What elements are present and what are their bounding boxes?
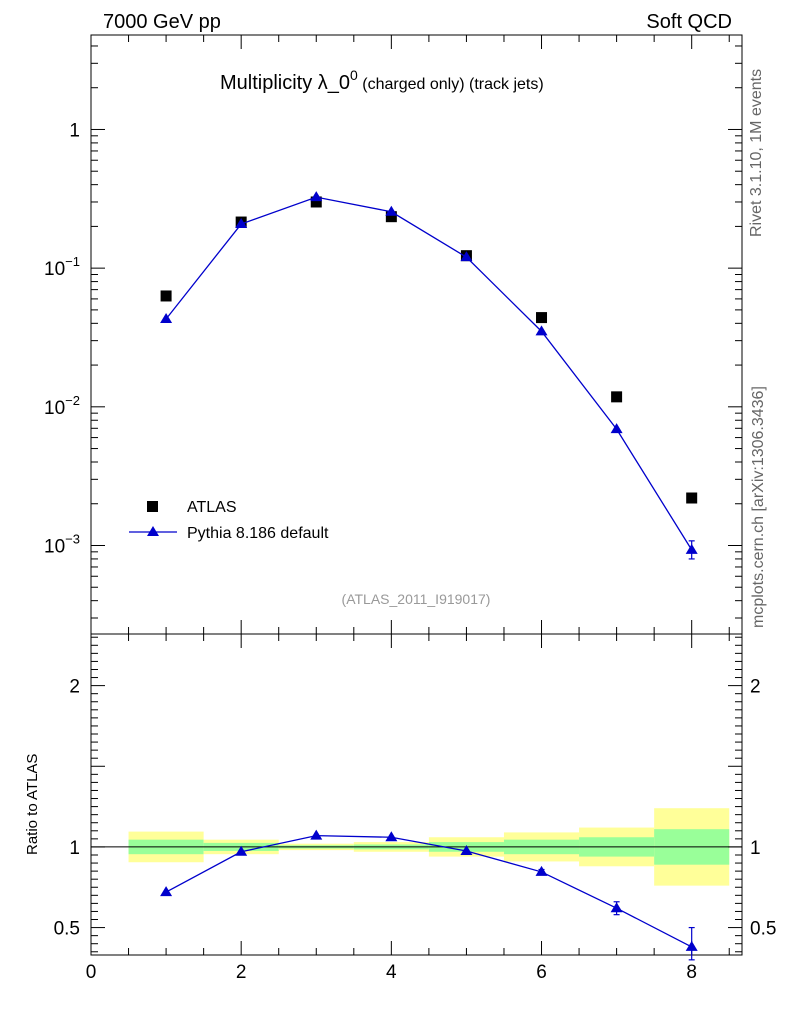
pythia-point-4: [385, 205, 398, 216]
rivet-label: Rivet 3.1.10, 1M events: [748, 69, 765, 237]
ratio-pythia-point-5: [460, 844, 473, 855]
legend: ATLAS Pythia 8.186 default: [129, 499, 329, 542]
header-right: Soft QCD: [646, 11, 732, 33]
main-y-tick-label: 10−2: [44, 393, 80, 419]
plot-title: Multiplicity λ_00 (charged only) (track …: [220, 67, 544, 94]
header-left: 7000 GeV pp: [103, 11, 221, 33]
x-tick-label: 4: [386, 962, 397, 983]
legend-atlas-label: ATLAS: [187, 499, 237, 516]
atlas-point-7: [611, 391, 623, 403]
pythia-point-3: [310, 191, 323, 202]
ratio-y-tick-label-left: 2: [69, 677, 80, 698]
atlas-point-3: [310, 196, 322, 208]
ratio-y-tick-label-right: 0.5: [750, 919, 776, 940]
ratio-y-tick-label-left: 1: [69, 838, 80, 859]
atlas-point-6: [536, 312, 548, 324]
pythia-point-2: [235, 218, 248, 229]
ratio-pythia-point-2: [235, 845, 248, 856]
atlas-point-8: [686, 492, 698, 504]
atlas-point-1: [160, 290, 172, 302]
legend-pythia-label: Pythia 8.186 default: [187, 525, 329, 542]
ratio-frame: [90, 633, 743, 956]
pythia-point-5: [460, 251, 473, 262]
ratio-y-tick-label-right: 1: [750, 838, 761, 859]
analysis-reference: (ATLAS_2011_I919017): [342, 591, 491, 607]
x-tick-label: 2: [236, 962, 247, 983]
ratio-pythia-line: [165, 834, 692, 948]
ratio-ylabel: Ratio to ATLAS: [24, 754, 41, 855]
legend-pythia-marker: [147, 526, 159, 536]
ratio-pythia-point-3: [310, 829, 323, 840]
ratio-pythia-point-1: [160, 886, 173, 897]
ratio-y-tick-label-left: 0.5: [54, 919, 80, 940]
pythia-point-7: [610, 423, 623, 434]
ticks: 0 2 4 6 8 1 10−1 10−2 10−3 0.5 0.5 1 1 2 2: [44, 35, 776, 983]
x-tick-label: 6: [536, 962, 547, 983]
ratio-pythia-point-4: [385, 831, 398, 842]
pythia-point-1: [160, 312, 173, 323]
ratio-pythia-point-8: [685, 940, 698, 951]
ratio-pythia-point-7: [610, 902, 623, 913]
atlas-point-4: [385, 211, 397, 223]
main-y-tick-label: 1: [69, 120, 80, 141]
data-marks: [160, 191, 698, 961]
x-tick-label: 0: [86, 962, 97, 983]
main-y-tick-label: 10−3: [44, 531, 80, 557]
pythia-point-6: [535, 325, 548, 336]
ratio-pythia-point-6: [535, 865, 548, 876]
axes: [90, 34, 743, 956]
main-frame: [90, 34, 743, 635]
mcplots-label: mcplots.cern.ch [arXiv:1306.3436]: [750, 386, 767, 628]
pythia-line: [165, 196, 693, 551]
legend-atlas-marker: [147, 501, 158, 512]
pythia-point-8: [685, 543, 698, 554]
x-tick-label: 8: [686, 962, 697, 983]
main-y-tick-label: 10−1: [44, 254, 80, 280]
ratio-y-tick-label-right: 2: [750, 677, 761, 698]
